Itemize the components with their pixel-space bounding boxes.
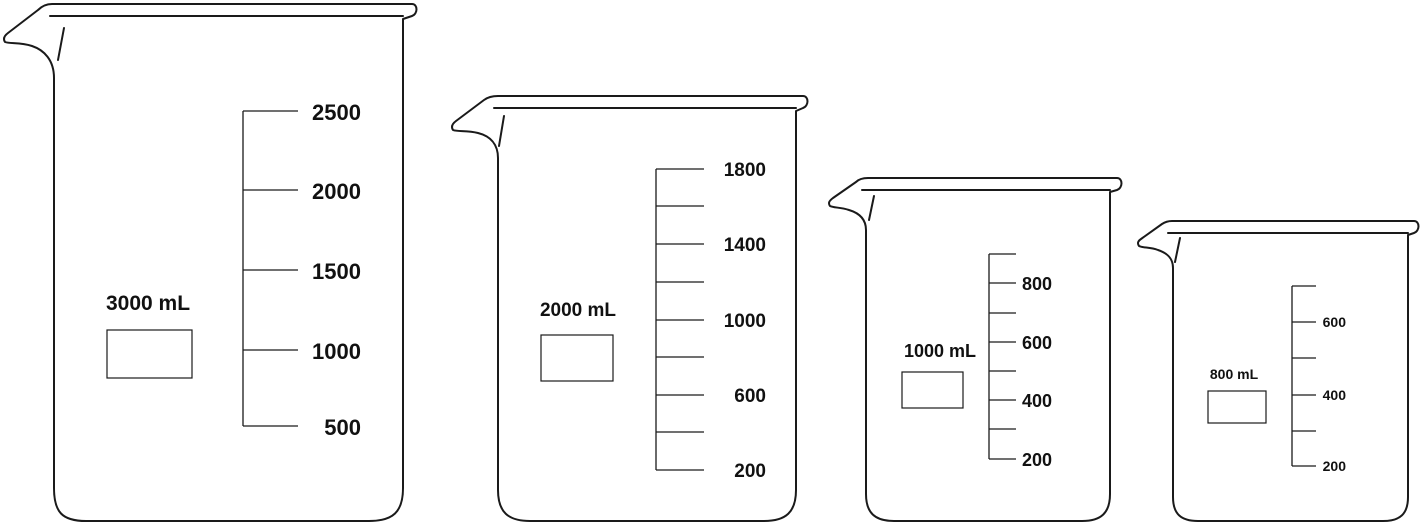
graduation-label: 600 [1022, 333, 1052, 353]
graduation-label: 600 [734, 386, 766, 407]
beaker-outline [3, 3, 418, 522]
spout-line [1174, 237, 1181, 263]
graduation-label: 1500 [312, 259, 361, 284]
graduation-label: 400 [1323, 387, 1347, 403]
beaker-3000ml: 3000 mL 2500 2000 1500 1000 500 [3, 3, 418, 522]
graduation-label: 200 [1022, 450, 1052, 470]
beaker-800ml: 800 mL 600 400 200 [1136, 220, 1420, 522]
label-box [1207, 390, 1267, 424]
spout-line [868, 195, 875, 221]
beaker-outline [1136, 220, 1420, 522]
graduation-label: 800 [1022, 274, 1052, 294]
capacity-label: 2000 mL [540, 300, 616, 321]
graduation-label: 2000 [312, 179, 361, 204]
graduation-label: 400 [1022, 391, 1052, 411]
spout-line [498, 115, 505, 147]
graduation-label: 1000 [312, 339, 361, 364]
capacity-label: 3000 mL [106, 292, 190, 315]
graduation-label: 200 [1323, 458, 1347, 474]
label-box [901, 371, 964, 409]
graduation-label: 1800 [724, 160, 766, 181]
spout-line [57, 27, 65, 61]
beaker-2000ml: 2000 mL 1800 1400 1000 600 200 [451, 95, 809, 522]
graduation-label: 500 [324, 415, 361, 440]
beaker-outline [828, 177, 1123, 522]
graduation-label: 600 [1323, 314, 1347, 330]
graduation-label: 1400 [724, 235, 766, 256]
capacity-label: 1000 mL [904, 341, 976, 361]
label-box [106, 329, 193, 379]
graduation-label: 1000 [724, 311, 766, 332]
beaker-outline [451, 95, 809, 522]
capacity-label: 800 mL [1210, 366, 1259, 382]
beaker-1000ml: 1000 mL 800 600 400 200 [828, 177, 1123, 522]
graduation-label: 2500 [312, 100, 361, 125]
graduation-label: 200 [734, 461, 766, 482]
label-box [540, 334, 614, 382]
